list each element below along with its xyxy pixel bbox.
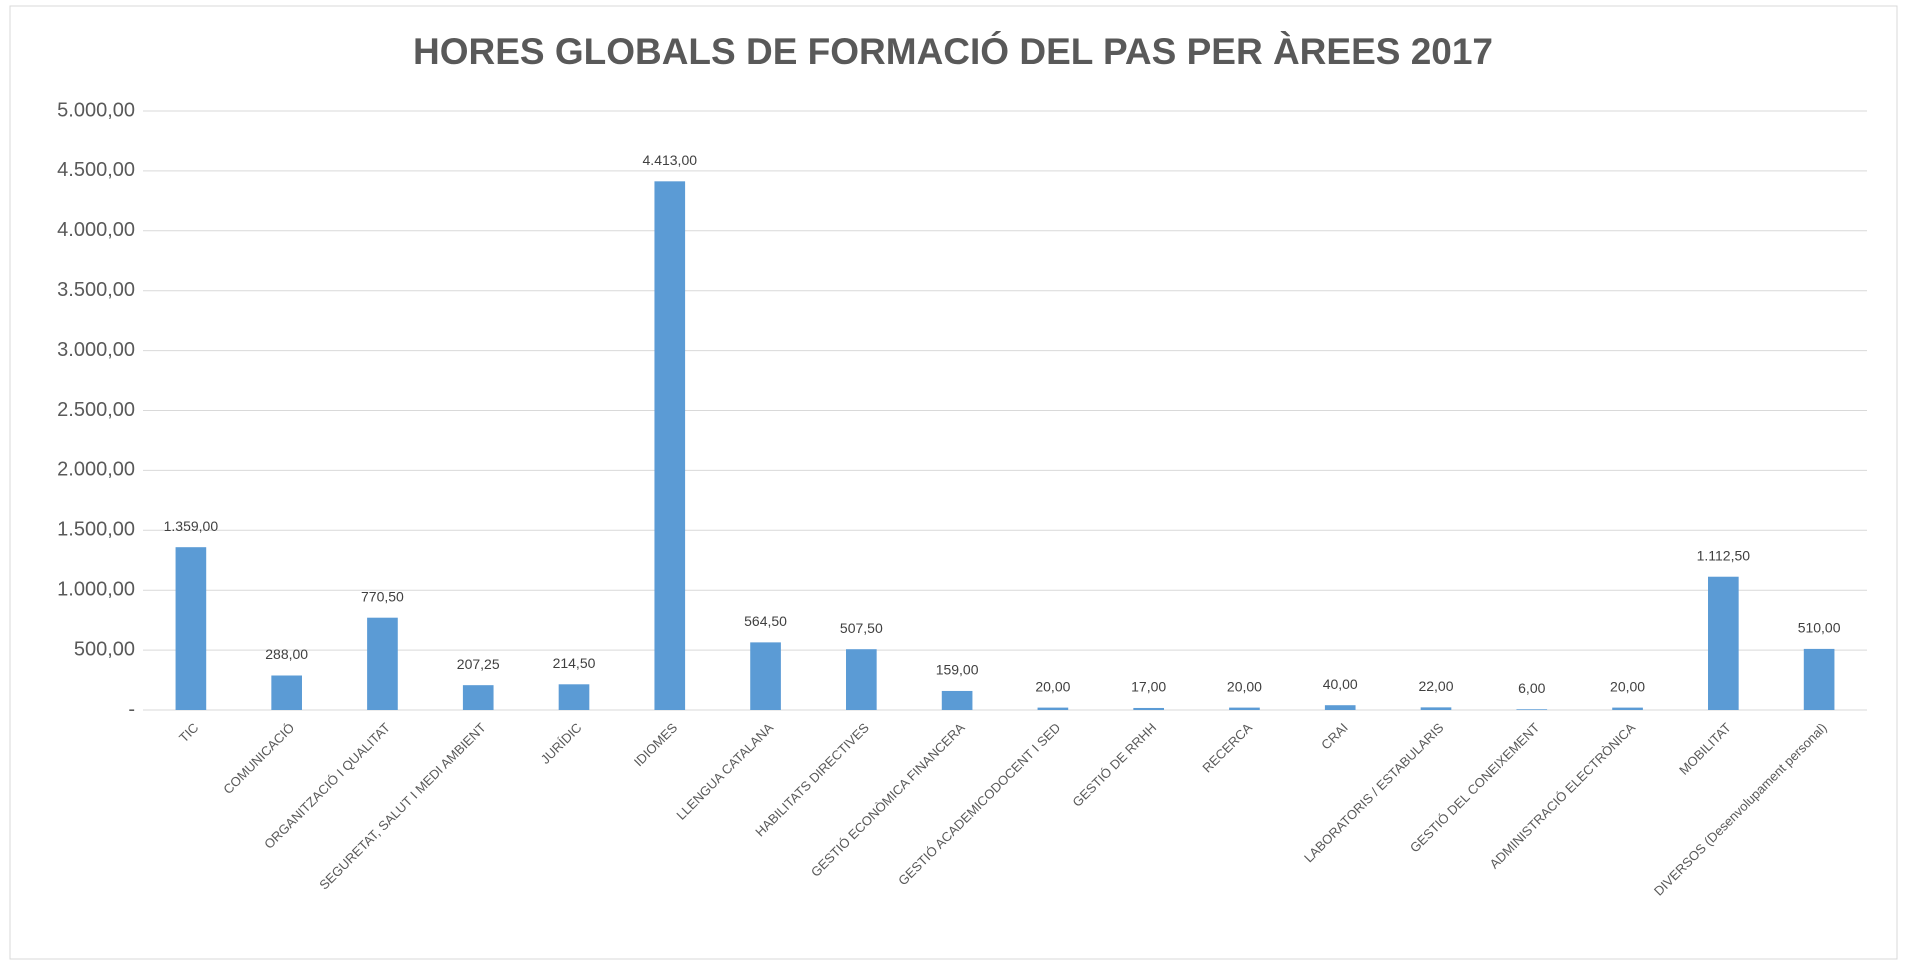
y-tick-label: 500,00 [74,638,135,660]
value-label: 6,00 [1518,680,1545,696]
bar [271,675,302,710]
bar [1324,705,1356,710]
bar [367,617,398,710]
value-label: 40,00 [1323,676,1358,692]
y-tick-label: 2.500,00 [57,399,135,421]
bar [1516,709,1548,710]
bar [846,649,877,710]
y-tick-label: 3.000,00 [57,339,135,361]
bar [462,685,494,710]
bar [1420,707,1452,710]
bar [654,181,686,710]
value-label: 1.359,00 [164,518,219,534]
chart-title: HORES GLOBALS DE FORMACIÓ DEL PAS PER ÀR… [413,30,1493,72]
y-tick-label: 4.000,00 [57,219,135,241]
bar [1708,576,1739,710]
value-label: 4.413,00 [643,152,698,168]
y-tick-label: 4.500,00 [57,159,135,181]
value-label: 564,50 [744,613,787,629]
bar [1803,648,1835,710]
y-tick-label: - [128,698,135,720]
value-label: 159,00 [936,662,979,678]
value-label: 507,50 [840,620,883,636]
bar [175,547,207,710]
value-label: 770,50 [361,588,404,604]
value-label: 22,00 [1418,678,1453,694]
bar [941,690,973,710]
value-label: 20,00 [1227,678,1262,694]
value-label: 17,00 [1131,679,1166,695]
y-tick-label: 3.500,00 [57,279,135,301]
chart-border [9,5,1898,960]
value-label: 207,25 [457,656,500,672]
y-tick-label: 1.000,00 [57,578,135,600]
bar [1037,707,1069,710]
value-label: 288,00 [265,646,308,662]
bar [1612,707,1643,710]
bar [750,642,781,710]
value-label: 1.112,50 [1697,547,1751,563]
y-tick-label: 1.500,00 [57,519,135,541]
y-tick-label: 5.000,00 [57,99,135,121]
value-label: 510,00 [1798,620,1841,636]
y-tick-label: 2.000,00 [57,459,135,481]
bar [558,684,590,710]
value-label: 20,00 [1035,678,1070,694]
bar [1229,707,1260,710]
value-label: 20,00 [1610,678,1645,694]
value-label: 214,50 [553,655,596,671]
bar [1133,707,1164,710]
